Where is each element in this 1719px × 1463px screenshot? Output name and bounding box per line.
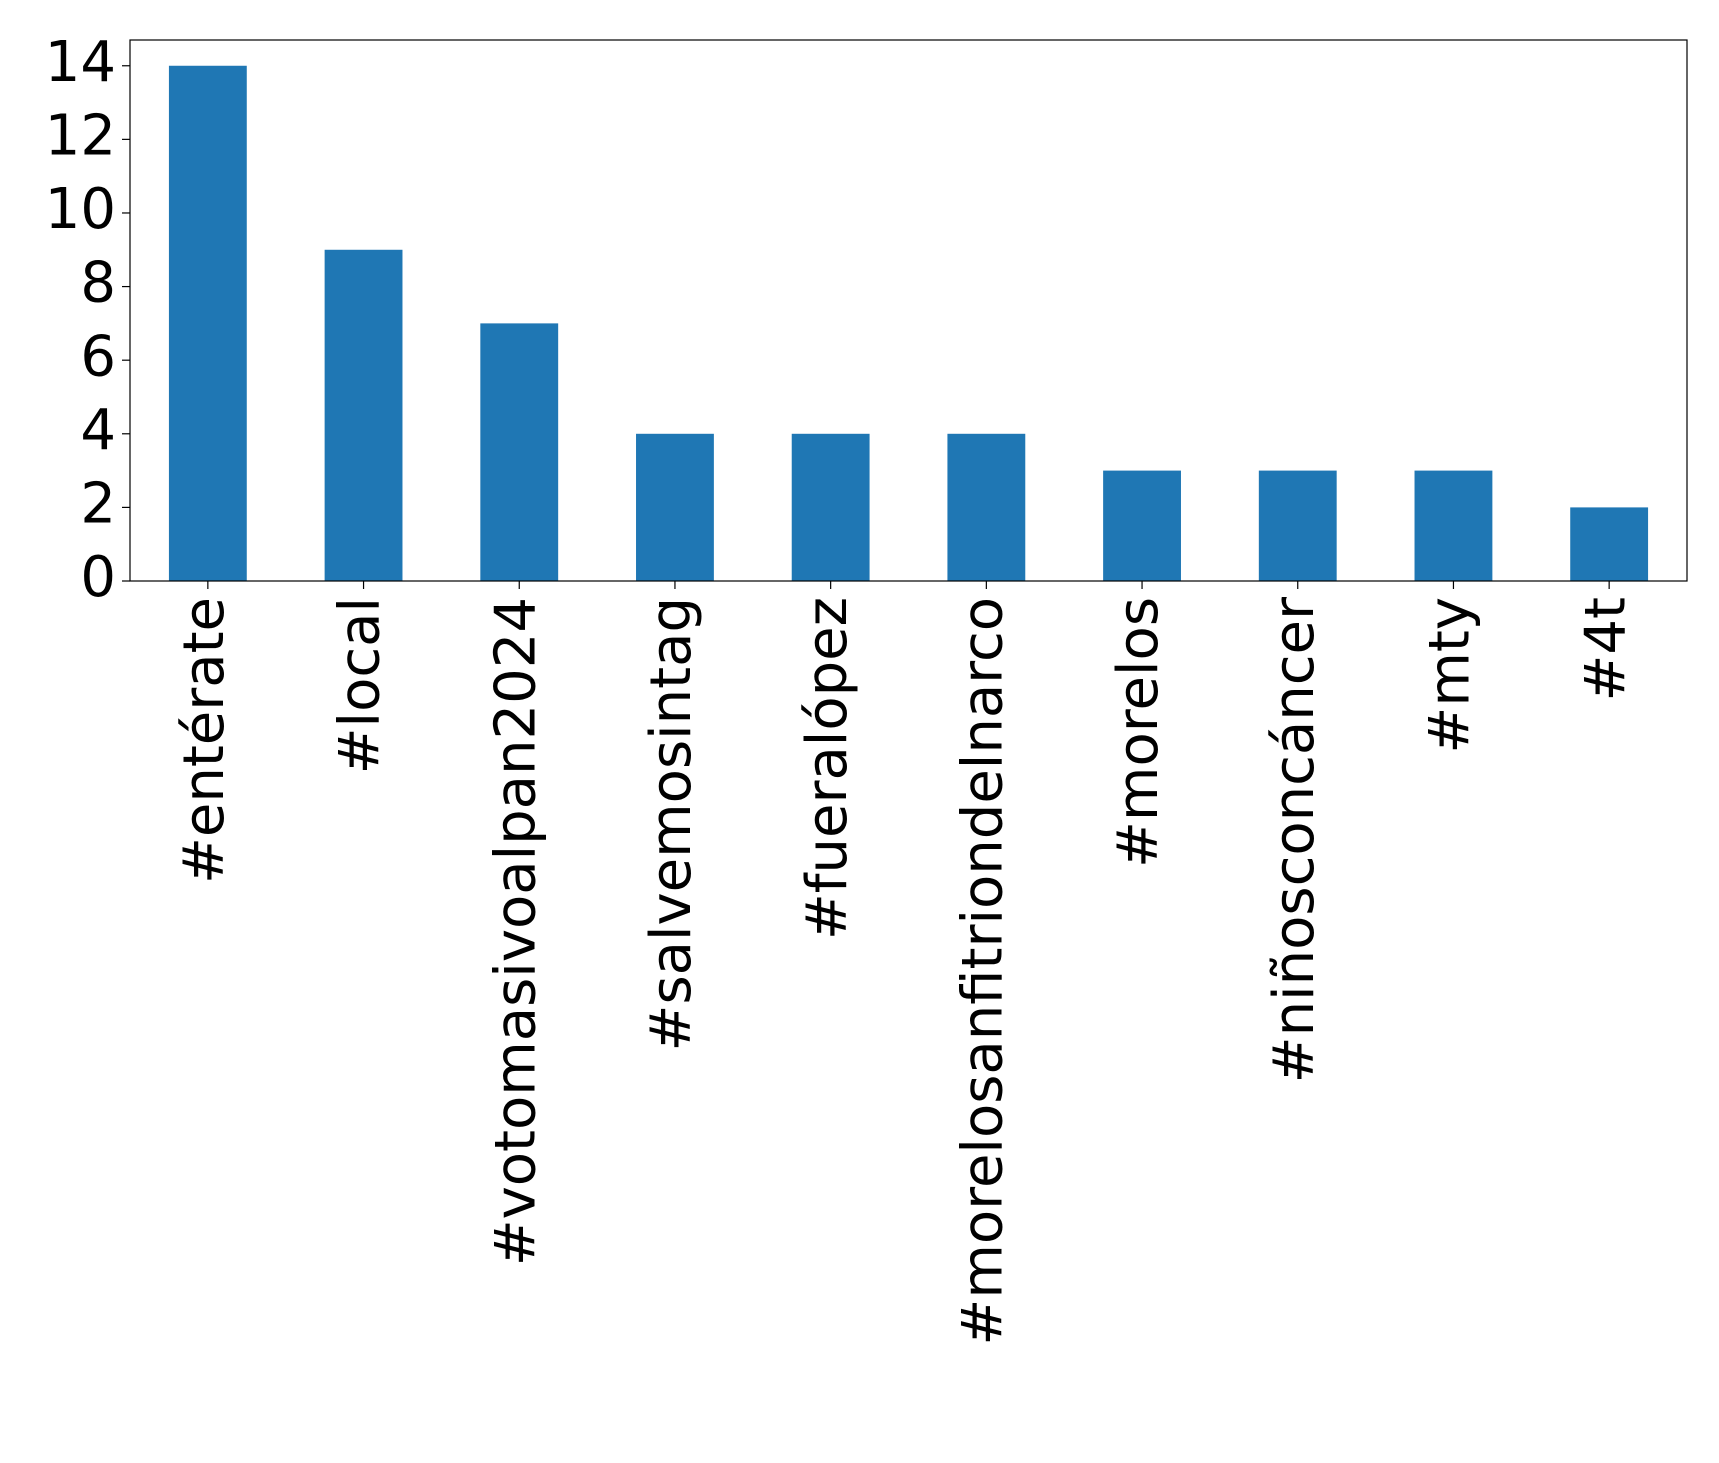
x-tick-label: #mty [1418,597,1483,754]
x-tick-label: #votomasivoalpan2024 [483,597,548,1266]
bar [1258,470,1337,581]
x-tick-label: #niñosconcáncer [1262,596,1327,1083]
bar [1103,470,1181,581]
y-tick-label: 4 [80,398,116,463]
x-tick-label: #4t [1573,597,1638,702]
bar [168,65,247,581]
y-tick-label: 10 [45,177,116,242]
y-tick-label: 8 [80,251,116,316]
bar [480,323,559,581]
y-tick-label: 0 [80,545,116,610]
bar [1570,507,1649,581]
x-tick-label: #salvemosintag [639,597,704,1051]
y-tick-label: 2 [80,472,116,537]
bar [636,433,714,581]
bar [324,249,403,581]
y-tick-label: 14 [45,30,116,95]
bar [1414,470,1493,581]
bar [791,433,870,581]
plot-frame [129,39,1688,582]
y-tick-label: 6 [80,324,116,389]
bar [947,433,1026,581]
x-tick-label: #fueralópez [795,597,860,940]
x-tick-label: #morelosanfitriondelnarco [950,597,1015,1346]
x-tick-label: #local [328,597,393,774]
x-tick-label: #entérate [172,597,237,884]
x-tick-label: #morelos [1106,597,1171,868]
y-tick-label: 12 [45,104,116,169]
